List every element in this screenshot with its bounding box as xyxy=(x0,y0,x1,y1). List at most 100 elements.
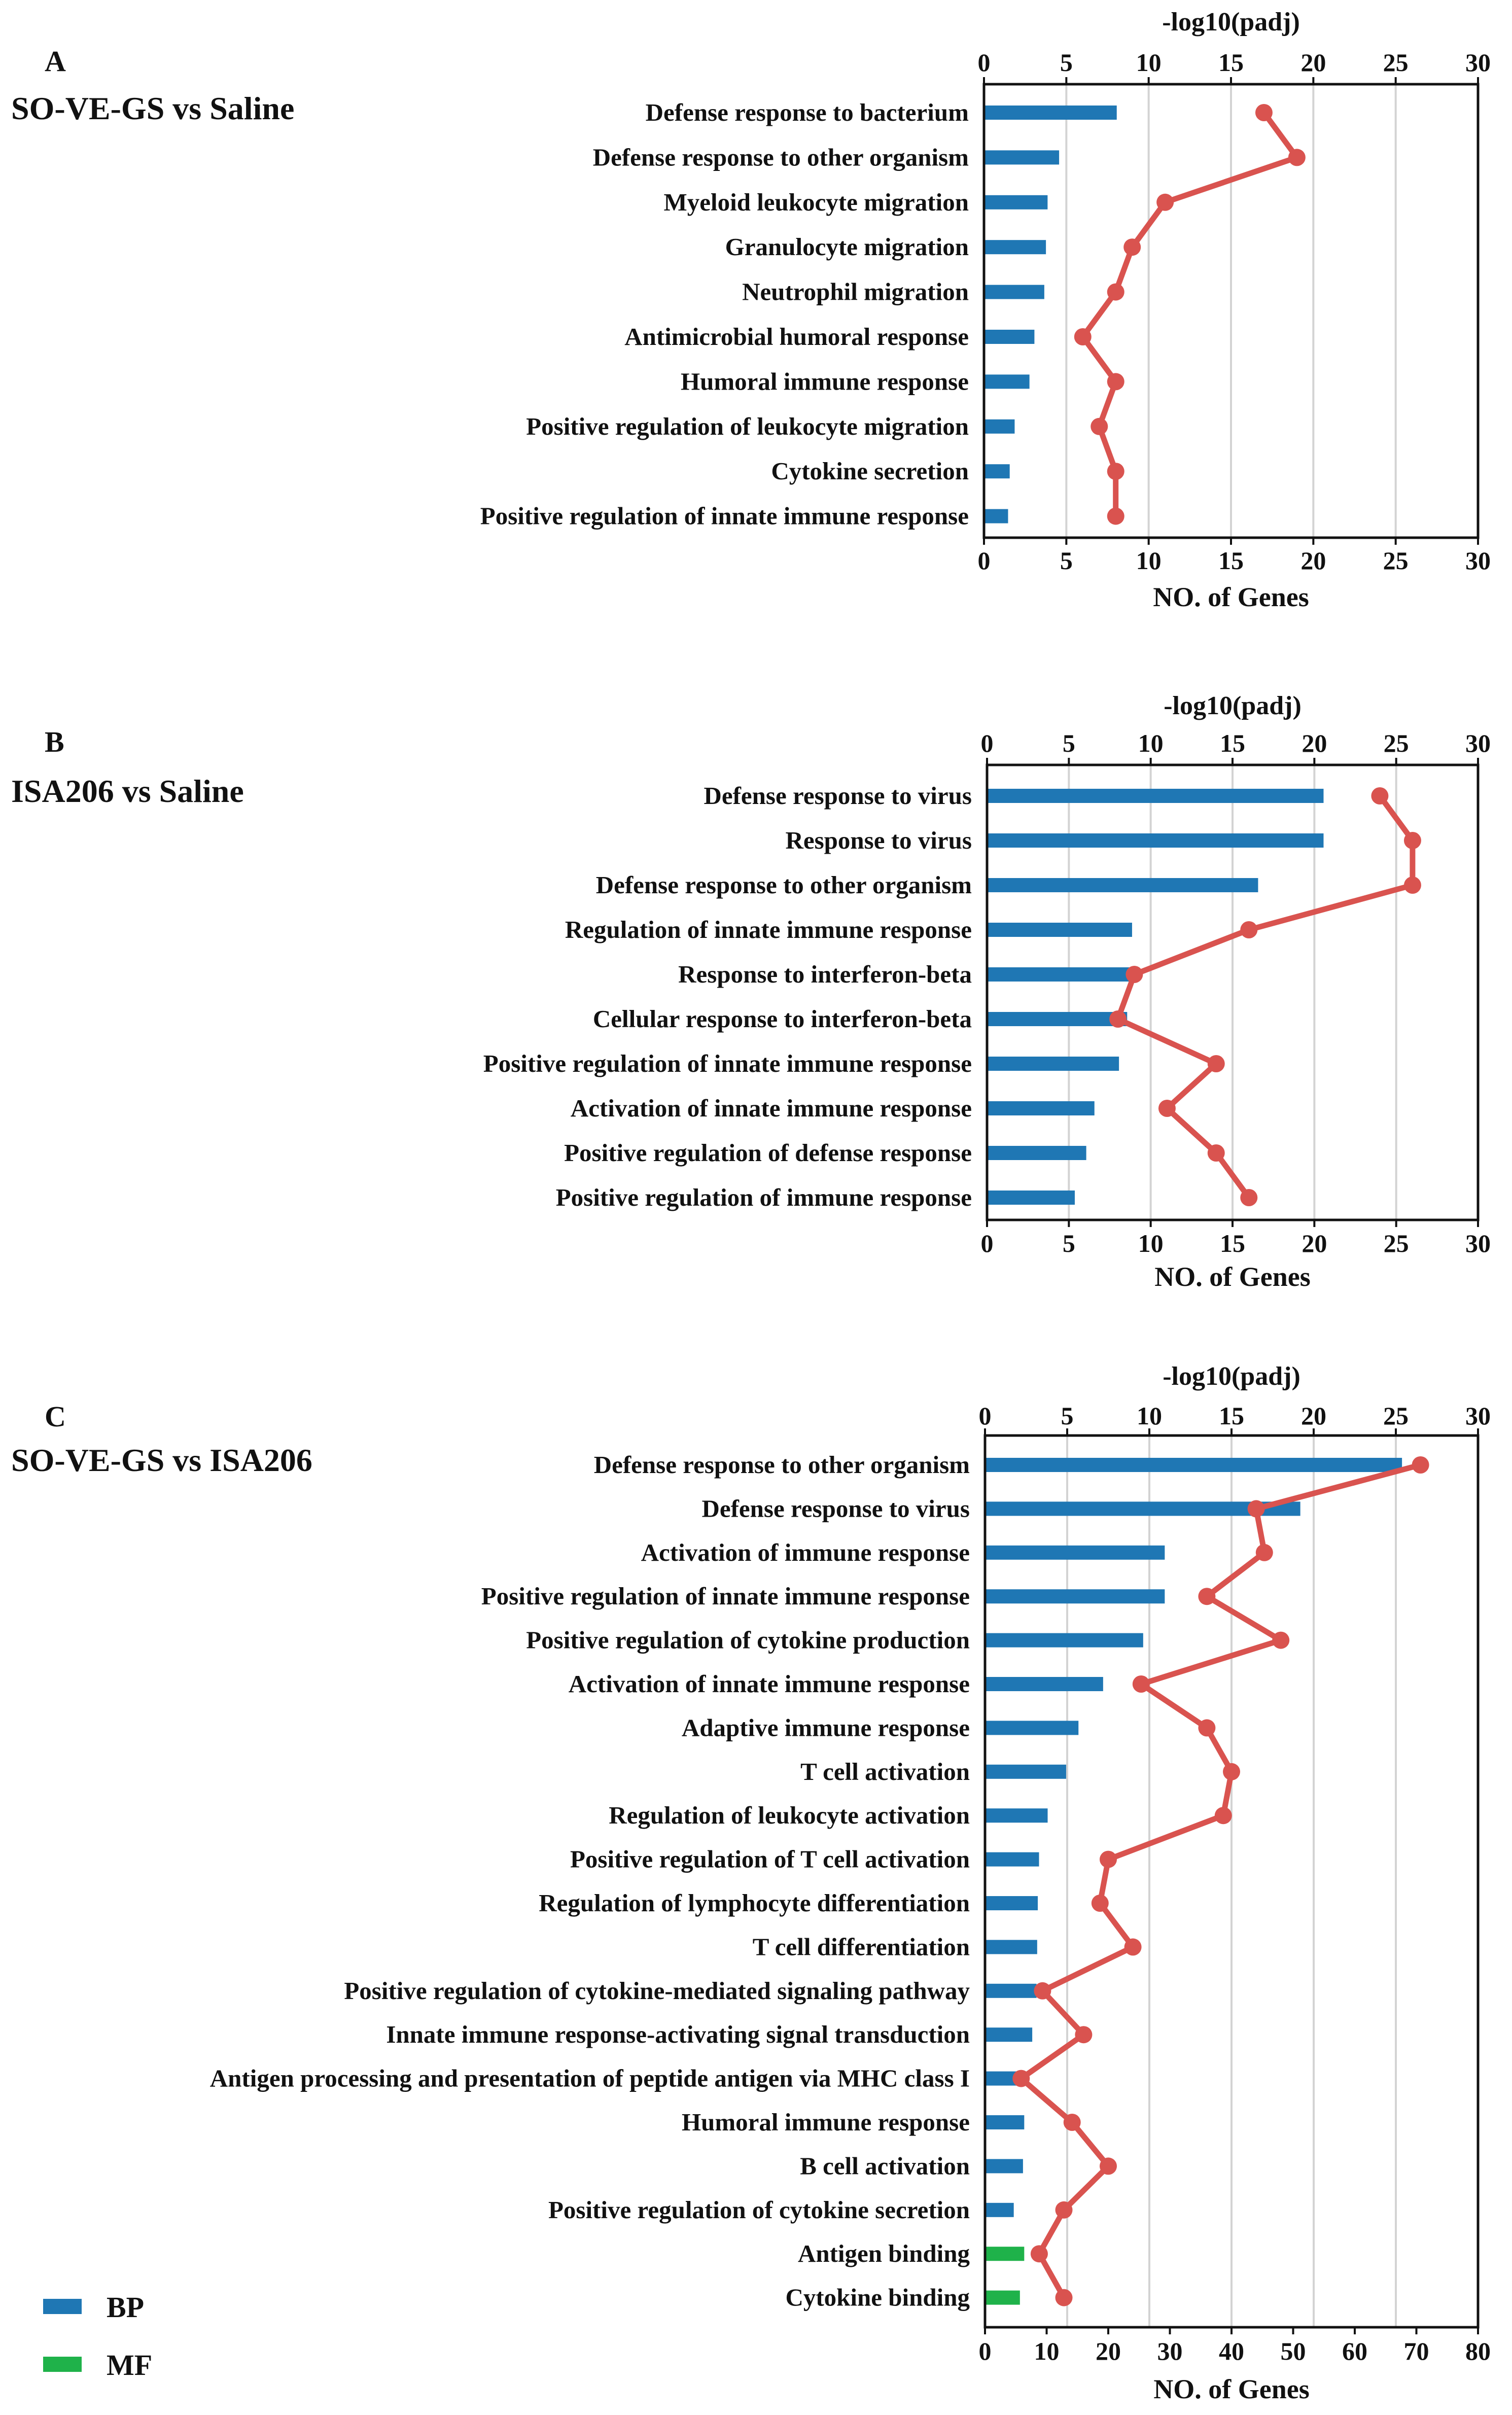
bottom-tick-label: 0 xyxy=(981,1229,994,1257)
legend: BP MF xyxy=(43,2291,152,2382)
bar xyxy=(988,1012,1128,1026)
category-label: Cellular response to interferon-beta xyxy=(593,1005,972,1033)
top-axis-label: -log10(padj) xyxy=(1162,8,1300,37)
padj-line xyxy=(1080,111,1300,516)
x-axis-label: NO. of Genes xyxy=(1153,582,1309,612)
category-label: Activation of innate immune response xyxy=(569,1670,970,1698)
bar xyxy=(986,2290,1020,2305)
bottom-tick-label: 80 xyxy=(1465,2337,1491,2365)
x-axis-label: NO. of Genes xyxy=(1153,2374,1309,2404)
bottom-tick-label: 30 xyxy=(1465,546,1491,575)
padj-point xyxy=(1100,1850,1117,1868)
padj-point xyxy=(1030,2245,1048,2263)
padj-point xyxy=(1247,1500,1265,1518)
top-tick-label: 0 xyxy=(979,1402,992,1430)
top-tick-label: 20 xyxy=(1301,1402,1326,1430)
bar xyxy=(986,1589,1165,1604)
padj-point xyxy=(1055,2201,1073,2219)
bottom-tick-label: 30 xyxy=(1157,2337,1183,2365)
padj-point xyxy=(1403,877,1421,894)
category-label: Positive regulation of innate immune res… xyxy=(481,1582,970,1610)
top-tick-label: 20 xyxy=(1302,729,1327,757)
category-label: Defense response to bacterium xyxy=(646,98,969,126)
category-label: Neutrophil migration xyxy=(742,278,969,306)
category-label: Positive regulation of T cell activation xyxy=(570,1845,970,1873)
padj-point xyxy=(1156,193,1174,211)
padj-point xyxy=(1371,787,1389,804)
bar xyxy=(986,1458,1402,1472)
category-label: T cell activation xyxy=(800,1758,970,1786)
category-label: Humoral immune response xyxy=(682,2108,970,2136)
category-label: Antigen binding xyxy=(798,2239,970,2267)
bar xyxy=(985,106,1117,120)
bar xyxy=(986,1852,1039,1867)
bar xyxy=(986,1545,1165,1560)
bar xyxy=(986,1808,1048,1823)
top-tick-label: 25 xyxy=(1383,1402,1409,1430)
padj-point xyxy=(1207,1055,1225,1072)
bottom-tick-label: 10 xyxy=(1034,2337,1060,2365)
bar xyxy=(986,2247,1025,2261)
top-tick-label: 30 xyxy=(1465,1402,1491,1430)
padj-point xyxy=(1198,1588,1216,1605)
bottom-tick-label: 30 xyxy=(1465,1229,1491,1257)
bottom-tick-label: 25 xyxy=(1384,1229,1409,1257)
category-label: Positive regulation of immune response xyxy=(556,1183,972,1211)
category-label: Myeloid leukocyte migration xyxy=(663,188,969,216)
legend-swatch-bp xyxy=(43,2299,82,2314)
category-label: Positive regulation of cytokine secretio… xyxy=(548,2196,970,2224)
category-label: Response to interferon-beta xyxy=(678,960,972,988)
bar xyxy=(986,2115,1025,2129)
bottom-tick-label: 20 xyxy=(1096,2337,1121,2365)
category-label: Defense response to other organism xyxy=(596,871,972,899)
padj-point xyxy=(1126,966,1143,983)
category-label: Adaptive immune response xyxy=(682,1713,970,1741)
top-tick-label: 5 xyxy=(1063,729,1075,757)
top-tick-label: 0 xyxy=(981,729,994,757)
category-label: Antigen processing and presentation of p… xyxy=(210,2064,970,2092)
category-label: Positive regulation of cytokine-mediated… xyxy=(344,1977,970,2005)
padj-point xyxy=(1107,463,1124,480)
panel-letter: A xyxy=(45,45,66,78)
padj-point xyxy=(1124,1938,1142,1956)
top-tick-label: 10 xyxy=(1137,1402,1162,1430)
bar xyxy=(986,2202,1014,2217)
bar xyxy=(986,1896,1038,1910)
bottom-tick-label: 10 xyxy=(1138,1229,1164,1257)
padj-point xyxy=(1091,1895,1109,1912)
category-label: B cell activation xyxy=(800,2152,970,2180)
bar xyxy=(988,789,1324,803)
bottom-tick-label: 50 xyxy=(1281,2337,1306,2365)
padj-point xyxy=(1207,1144,1225,1162)
bottom-tick-label: 40 xyxy=(1219,2337,1244,2365)
padj-point xyxy=(1240,1189,1258,1206)
category-label: Positive regulation of leukocyte migrati… xyxy=(526,412,969,440)
bottom-tick-label: 5 xyxy=(1063,1229,1075,1257)
padj-point xyxy=(1412,1456,1429,1474)
bottom-tick-label: 20 xyxy=(1302,1229,1327,1257)
bottom-tick-label: 0 xyxy=(979,2337,992,2365)
panel-c: C SO-VE-GS vs ISA206 Defense response to o… xyxy=(11,1362,1491,2404)
category-label: Activation of innate immune response xyxy=(571,1094,972,1122)
category-label: Activation of immune response xyxy=(641,1538,970,1566)
panel-title: SO-VE-GS vs Saline xyxy=(11,90,294,126)
bottom-tick-label: 20 xyxy=(1300,546,1326,575)
bottom-tick-label: 0 xyxy=(978,546,991,575)
bottom-tick-label: 5 xyxy=(1060,546,1073,575)
bar xyxy=(985,330,1035,344)
bar xyxy=(986,1633,1143,1648)
padj-point xyxy=(1075,2026,1093,2044)
bar xyxy=(988,923,1132,937)
bar xyxy=(986,1721,1079,1735)
bar xyxy=(988,1191,1075,1205)
panel-letter: B xyxy=(45,725,64,758)
padj-point xyxy=(1107,373,1124,391)
panel-a: A SO-VE-GS vs Saline Defense response to b… xyxy=(11,8,1491,612)
bar xyxy=(985,195,1048,209)
padj-point xyxy=(1255,104,1273,121)
legend-label: MF xyxy=(107,2349,152,2382)
category-label: Regulation of innate immune response xyxy=(565,916,972,943)
padj-point xyxy=(1255,1544,1273,1561)
padj-point xyxy=(1107,507,1124,525)
